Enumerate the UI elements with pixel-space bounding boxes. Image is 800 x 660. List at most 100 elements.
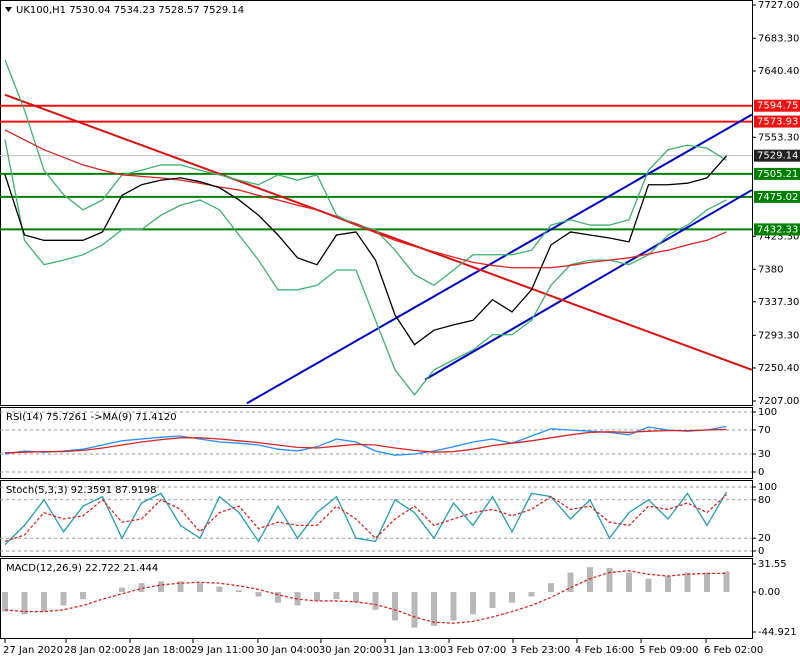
histogram-bar <box>177 581 184 593</box>
y-tick-label: 7207.00 <box>758 396 799 407</box>
histogram-bar <box>21 592 28 615</box>
y-tick-label: 0.00 <box>758 587 780 598</box>
histogram-bar <box>626 572 632 593</box>
y-tick-label: 100 <box>758 482 777 493</box>
histogram-bar <box>41 592 47 612</box>
level-label: 7573.93 <box>757 117 798 128</box>
y-tick-label: 7553.30 <box>758 132 799 143</box>
histogram-bar <box>197 583 203 593</box>
pane-frame <box>0 480 753 557</box>
series-line <box>4 155 727 346</box>
histogram-bar <box>645 578 652 593</box>
x-tick-label: 27 Jan 2020 <box>3 645 63 656</box>
histogram-bar <box>509 592 515 603</box>
histogram-bar <box>684 572 691 593</box>
x-tick-label: 31 Jan 13:00 <box>383 645 446 656</box>
histogram-bar <box>587 567 593 593</box>
pane-frame <box>0 0 753 406</box>
pane-frame <box>0 407 753 479</box>
y-tick-label: 0 <box>758 467 764 478</box>
histogram-bar <box>353 592 359 603</box>
x-tick-label: 4 Feb 16:00 <box>575 645 634 656</box>
level-label-box <box>754 223 800 236</box>
histogram-bar <box>392 592 398 621</box>
level-label-box <box>754 190 800 203</box>
histogram-bar <box>2 592 8 612</box>
level-label: 7475.02 <box>757 192 798 203</box>
level-label: 7505.21 <box>757 169 798 180</box>
title-icon <box>5 7 12 12</box>
histogram-bar <box>723 571 730 593</box>
histogram-bar <box>80 592 86 600</box>
histogram-bar <box>450 592 457 621</box>
histogram-bar <box>255 592 262 597</box>
x-tick-label: 29 Jan 11:00 <box>191 645 254 656</box>
y-tick-label: 80 <box>758 495 771 506</box>
histogram-bar <box>60 592 67 606</box>
trend-line <box>424 189 753 381</box>
histogram-bar <box>665 576 671 593</box>
y-tick-label: 7250.40 <box>758 363 799 374</box>
pane-title: MACD(12,26,9) 22.722 21.444 <box>6 563 158 574</box>
histogram-bar <box>470 592 476 615</box>
y-tick-label: 0 <box>758 546 764 557</box>
histogram-bar <box>528 592 535 597</box>
level-label-box <box>754 115 800 128</box>
histogram-bar <box>216 586 223 593</box>
y-tick-label: 31.55 <box>758 559 787 570</box>
y-tick-label: -44.921 <box>758 627 797 638</box>
level-label: 7529.14 <box>757 151 798 162</box>
series-line <box>4 59 727 287</box>
y-tick-label: 7683.30 <box>758 33 799 44</box>
level-label: 7594.75 <box>757 101 798 112</box>
level-label: 7432.33 <box>757 224 798 235</box>
pane-title: UK100,H1 7530.04 7534.23 7528.57 7529.14 <box>16 5 244 16</box>
y-tick-label: 7380 <box>758 264 783 275</box>
series-line <box>4 570 727 624</box>
series-line <box>4 428 727 454</box>
y-tick-label: 7423.30 <box>758 231 799 242</box>
y-tick-label: 100 <box>758 407 777 418</box>
y-tick-label: 7640.40 <box>758 66 799 77</box>
histogram-bar <box>372 592 379 610</box>
histogram-bar <box>431 592 437 626</box>
histogram-bar <box>548 583 554 593</box>
series-line <box>4 494 727 543</box>
series-line <box>4 491 728 546</box>
level-label-box <box>754 99 800 112</box>
level-label-box <box>754 149 800 162</box>
y-tick-label: 30 <box>758 449 771 460</box>
histogram-bar <box>704 572 710 593</box>
pane-title: Stoch(5,3,3) 92.3591 87.9198 <box>6 485 157 496</box>
x-tick-label: 28 Jan 02:00 <box>64 645 127 656</box>
histogram-bar <box>314 592 320 601</box>
x-tick-label: 30 Jan 20:00 <box>319 645 382 656</box>
y-tick-label: 20 <box>758 533 771 544</box>
histogram-bar <box>489 592 496 609</box>
histogram-bar <box>158 581 164 593</box>
trend-line <box>246 113 753 405</box>
histogram-bar <box>138 583 145 593</box>
histogram-bar <box>567 572 574 593</box>
x-tick-label: 6 Feb 02:00 <box>704 645 763 656</box>
x-tick-label: 30 Jan 04:00 <box>256 645 319 656</box>
x-tick-label: 3 Feb 07:00 <box>447 645 506 656</box>
histogram-bar <box>236 590 242 593</box>
series-line <box>4 129 727 269</box>
level-label-box <box>754 167 800 180</box>
y-tick-label: 70 <box>758 425 771 436</box>
pane-frame <box>0 558 753 639</box>
histogram-bar <box>119 587 125 593</box>
histogram-bar <box>275 592 281 603</box>
histogram-bar <box>606 568 613 593</box>
histogram-bar <box>411 592 418 628</box>
x-tick-label: 3 Feb 23:00 <box>511 645 570 656</box>
x-tick-label: 5 Feb 09:00 <box>639 645 698 656</box>
y-tick-label: 7727.00 <box>758 0 799 11</box>
y-tick-label: 7337.30 <box>758 297 799 308</box>
histogram-bar <box>333 592 340 600</box>
pane-title: RSI(14) 75.7261 ->MA(9) 71.4120 <box>6 412 177 423</box>
x-tick-label: 28 Jan 18:00 <box>128 645 191 656</box>
